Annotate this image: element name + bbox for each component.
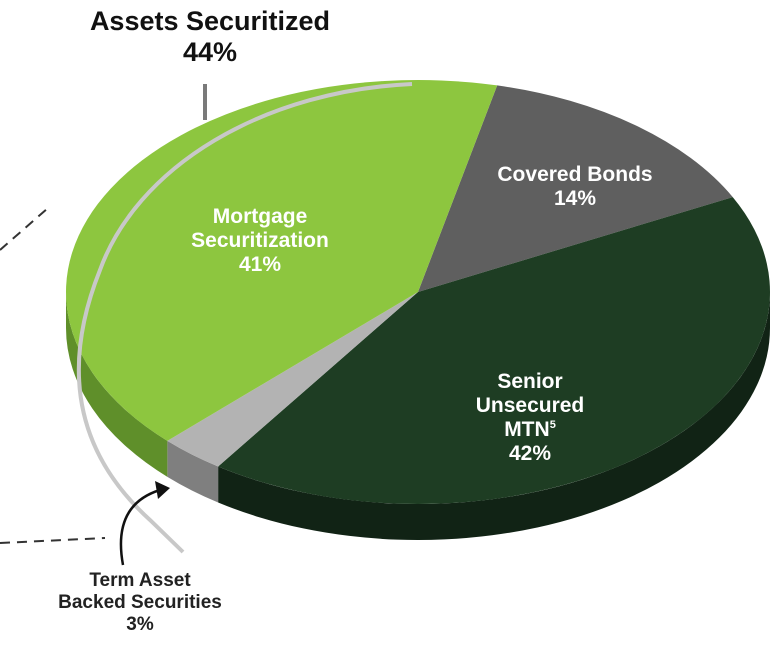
senior-label-line2: Unsecured	[475, 394, 585, 418]
covered-bonds-label-pct: 14%	[553, 187, 597, 211]
mortgage-label: Mortgage Securitization 41%	[160, 205, 360, 277]
senior-label-line3: MTN5	[445, 418, 615, 442]
term-abs-arrow	[119, 488, 161, 566]
mortgage-label-pct: 41%	[238, 253, 282, 277]
annotations	[0, 82, 413, 566]
slice-senior	[218, 197, 770, 504]
slice-covered	[418, 85, 733, 292]
senior-label-pct: 42%	[508, 442, 552, 466]
term-abs-label-line1: Term Asset	[89, 570, 191, 591]
term-abs-label-pct: 3%	[126, 613, 154, 635]
senior-unsecured-label: Senior Unsecured MTN5 42%	[445, 370, 615, 467]
slice-side-senior	[218, 292, 770, 540]
senior-label-mtn: MTN	[504, 418, 550, 442]
assets-securitized-bracket	[76, 82, 413, 554]
slice-term	[167, 292, 418, 467]
term-abs-label-line2: Backed Securities	[58, 591, 222, 613]
footnote-marker: 5	[549, 419, 556, 432]
mortgage-label-line1: Mortgage	[212, 205, 308, 228]
dashed-leader-bottom	[0, 537, 106, 544]
term-abs-arrowhead	[155, 481, 170, 499]
slice-side-mortgage	[66, 292, 168, 477]
assets-securitized-title: Assets Securitized	[89, 6, 331, 36]
assets-securitized-label: Assets Securitized 44%	[40, 6, 380, 68]
covered-bonds-label: Covered Bonds 14%	[465, 163, 685, 211]
senior-label-line1: Senior	[497, 370, 563, 393]
covered-bonds-label-line1: Covered Bonds	[497, 163, 653, 186]
slice-side-term	[167, 440, 219, 503]
dashed-leader-top	[0, 207, 49, 251]
assets-securitized-pct: 44%	[182, 37, 238, 68]
term-abs-label: Term Asset Backed Securities 3%	[40, 570, 240, 636]
mortgage-label-line2: Securitization	[191, 229, 329, 253]
